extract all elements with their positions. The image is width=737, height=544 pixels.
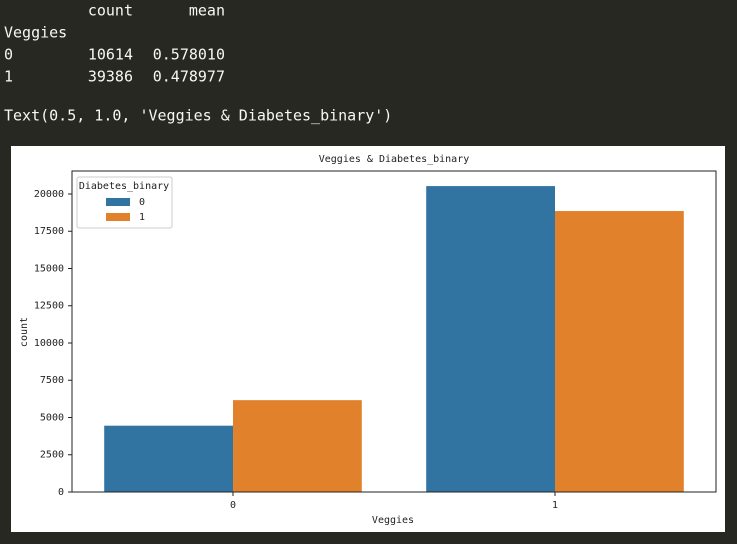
y-tick-label: 0: [58, 487, 64, 498]
legend-swatch: [106, 198, 130, 206]
y-tick-label: 20000: [34, 189, 64, 200]
y-tick-label: 7500: [40, 375, 64, 386]
x-tick-label: 1: [552, 500, 558, 511]
legend-title: Diabetes_binary: [79, 181, 169, 192]
bar: [555, 211, 684, 492]
index-name: Veggies: [4, 24, 67, 42]
y-tick-label: 5000: [40, 412, 64, 423]
y-tick-label: 17500: [34, 226, 64, 237]
legend-label: 0: [139, 197, 145, 208]
y-tick-label: 12500: [34, 301, 64, 312]
legend-label: 1: [139, 212, 145, 223]
y-tick-label: 2500: [40, 450, 64, 461]
bar: [104, 425, 233, 492]
chart: Veggies & Diabetes_binary Veggies count …: [19, 154, 717, 526]
bar: [233, 400, 362, 492]
y-tick-label: 15000: [34, 263, 64, 274]
cell: 10614: [88, 46, 133, 64]
y-axis-label: count: [19, 317, 30, 347]
row-index: 0: [4, 46, 13, 64]
x-tick-label: 0: [230, 500, 236, 511]
legend-swatch: [106, 213, 130, 221]
row-index: 1: [4, 68, 13, 86]
column-header: count: [88, 2, 133, 20]
cell: 0.478977: [153, 68, 225, 86]
plot-frame: [71, 170, 717, 493]
chart-title: Veggies & Diabetes_binary: [319, 154, 470, 165]
y-tick-label: 10000: [34, 338, 64, 349]
x-axis-label: Veggies: [372, 515, 414, 526]
bar: [426, 186, 555, 493]
cell: 39386: [88, 68, 133, 86]
column-header: mean: [189, 2, 225, 20]
cell: 0.578010: [153, 46, 225, 64]
repr-text: Text(0.5, 1.0, 'Veggies & Diabetes_binar…: [4, 107, 392, 125]
